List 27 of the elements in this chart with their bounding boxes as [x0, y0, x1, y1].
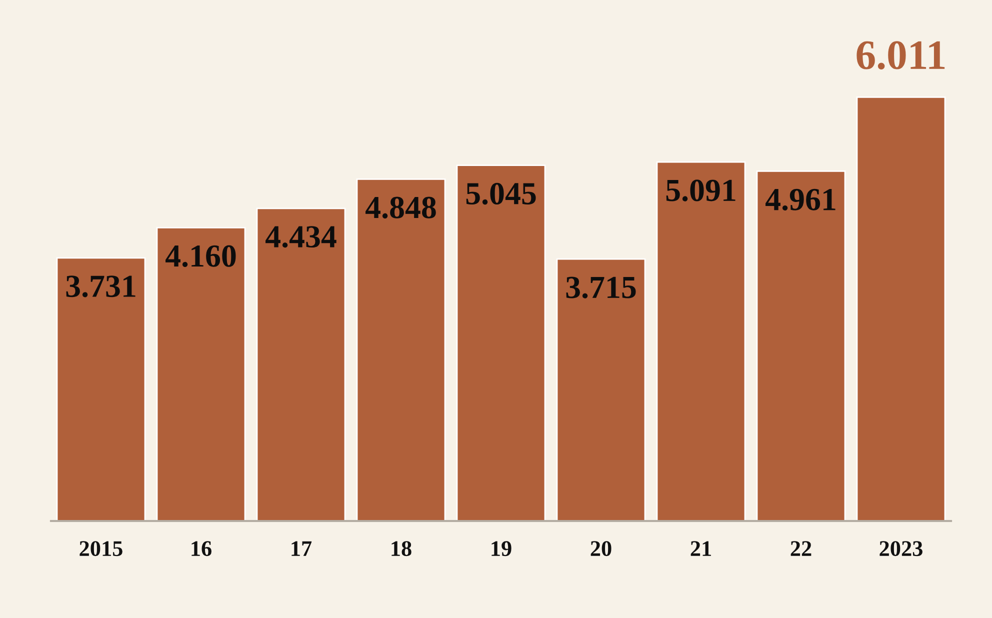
- data-label: 5.091: [666, 180, 736, 202]
- x-tick-label: 22: [790, 541, 812, 556]
- data-label: 4.961: [766, 188, 836, 211]
- bar: [156, 227, 246, 521]
- bar: [56, 257, 146, 521]
- x-tick-label: 19: [492, 541, 512, 556]
- data-label: 5.045: [466, 182, 536, 205]
- bar: [756, 170, 846, 521]
- x-tick-label: 2015: [80, 541, 122, 556]
- x-tick-label: 16: [192, 541, 212, 556]
- data-label: 4.434: [266, 226, 336, 248]
- x-tick-label: 21: [690, 541, 711, 556]
- data-label: 4.848: [366, 196, 436, 218]
- x-tick-label: 18: [392, 541, 412, 556]
- x-tick-label: 17: [292, 541, 312, 556]
- x-tick-label: 20: [590, 541, 612, 556]
- bar: [856, 96, 946, 521]
- bar: [256, 208, 346, 521]
- bar: [556, 258, 646, 521]
- bar: [656, 161, 746, 521]
- bar: [356, 178, 446, 521]
- bar: [456, 164, 546, 521]
- annotation: 6.011: [856, 41, 945, 70]
- data-label: 3.731: [66, 276, 136, 298]
- data-label: 4.160: [166, 245, 236, 267]
- x-tick-label: 2023: [880, 541, 922, 556]
- data-label: 3.715: [566, 276, 636, 298]
